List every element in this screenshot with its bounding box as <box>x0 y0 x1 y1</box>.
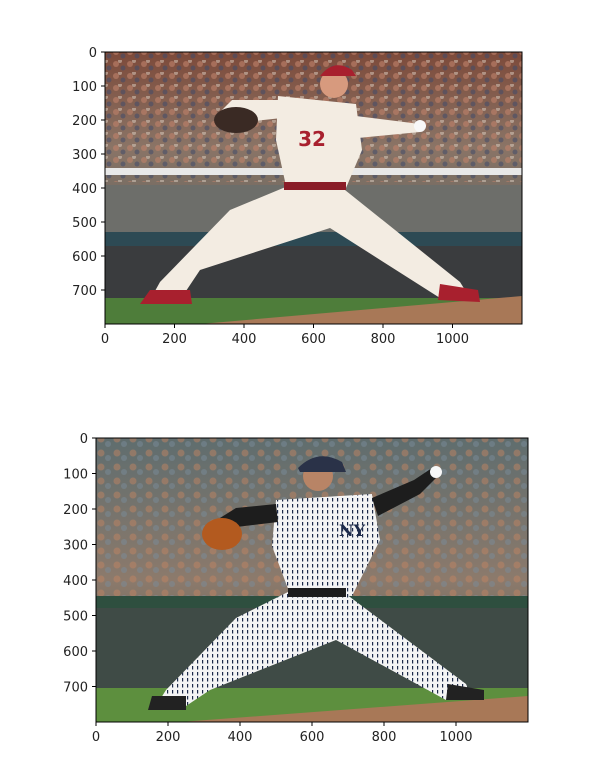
x-tick-label: 800 <box>372 730 397 745</box>
x-tick-label: 400 <box>232 332 257 347</box>
y-tick-label: 500 <box>72 216 97 231</box>
y-tick-label: 400 <box>63 574 88 589</box>
image-panel-1: 32 0 200 400 600 800 1000 0 100 200 300 400 500 600 7… <box>72 46 523 347</box>
x-tick-label: 200 <box>162 332 187 347</box>
x-tick-label: 600 <box>300 730 325 745</box>
y-tick-label: 200 <box>63 503 88 518</box>
y-tick-label: 700 <box>63 681 88 696</box>
x-tick-label: 400 <box>228 730 253 745</box>
y-tick-label: 300 <box>63 539 88 554</box>
y-tick-label: 700 <box>72 284 97 299</box>
y-tick-label: 100 <box>72 80 97 95</box>
y-tick-label: 600 <box>63 645 88 660</box>
x-tick-label: 800 <box>371 332 396 347</box>
pitcher-image-2: NY <box>96 438 528 722</box>
y-tick-label: 600 <box>72 250 97 265</box>
y-tick-label: 0 <box>89 46 97 61</box>
x-tick-label: 1000 <box>439 730 472 745</box>
y-tick-label: 200 <box>72 114 97 129</box>
pitcher-figure-2 <box>148 456 484 710</box>
y-tick-label: 300 <box>72 148 97 163</box>
x-tick-label: 0 <box>101 332 109 347</box>
y-tick-label: 400 <box>72 182 97 197</box>
image-panel-2: NY 0 200 400 600 800 1000 0 100 200 300 400 500 600 7… <box>63 432 529 745</box>
y-tick-label: 0 <box>80 432 88 447</box>
x-tick-label: 0 <box>92 730 100 745</box>
y-tick-label: 100 <box>63 468 88 483</box>
x-tick-label: 1000 <box>436 332 469 347</box>
axes-ticks-2: 0 200 400 600 800 1000 0 100 200 300 400 500 600 700 <box>63 432 472 745</box>
jersey-number: 32 <box>298 127 326 151</box>
x-tick-label: 200 <box>156 730 181 745</box>
y-tick-label: 500 <box>63 610 88 625</box>
x-tick-label: 600 <box>301 332 326 347</box>
pitcher-figure-1 <box>140 65 480 304</box>
cap-logo: NY <box>339 521 366 540</box>
pitcher-image-1: 32 <box>105 52 522 324</box>
axes-ticks-1: 0 200 400 600 800 1000 0 100 200 300 400 500 600 700 <box>72 46 469 347</box>
